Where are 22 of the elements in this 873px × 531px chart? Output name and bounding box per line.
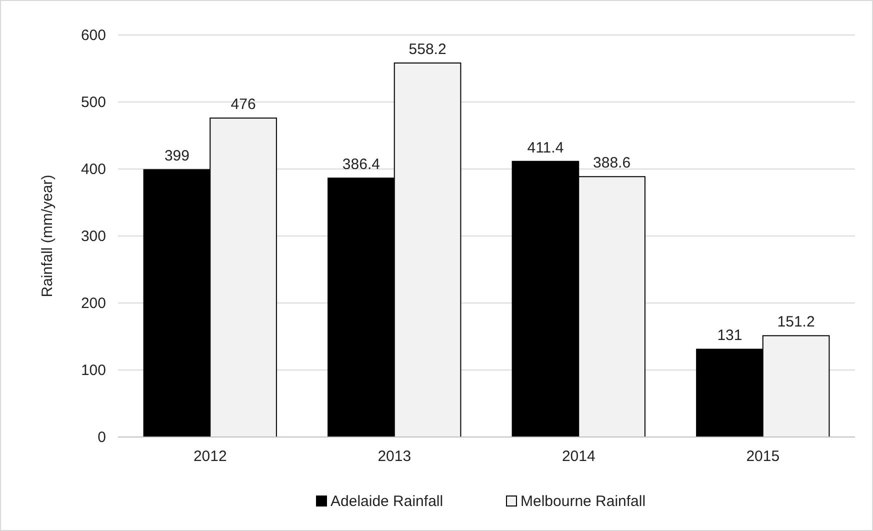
y-tick-label: 200 (80, 295, 106, 312)
data-label: 131 (717, 327, 742, 344)
data-label: 411.4 (527, 139, 564, 156)
data-label: 476 (230, 96, 256, 114)
x-tick-label: 2014 (562, 448, 596, 465)
data-label: 558.2 (408, 41, 446, 58)
y-axis-title: Rainfall (mm/year) (39, 174, 56, 298)
x-tick-label: 2012 (193, 448, 227, 465)
y-tick-label: 0 (98, 429, 106, 446)
x-tick-label: 2013 (378, 448, 412, 465)
legend-label: Adelaide Rainfall (330, 493, 444, 510)
y-tick-label: 500 (80, 94, 106, 111)
data-label: 386.4 (342, 156, 380, 174)
legend-label: Melbourne Rainfall (520, 493, 646, 510)
y-tick-label: 300 (80, 228, 106, 245)
y-tick-label: 600 (80, 27, 106, 44)
data-label: 151.2 (777, 314, 815, 331)
data-label: 388.6 (593, 154, 631, 172)
x-tick-label: 2015 (746, 448, 780, 465)
data-label: 399 (164, 148, 190, 165)
y-tick-label: 100 (80, 362, 106, 379)
y-tick-label: 400 (80, 161, 106, 178)
